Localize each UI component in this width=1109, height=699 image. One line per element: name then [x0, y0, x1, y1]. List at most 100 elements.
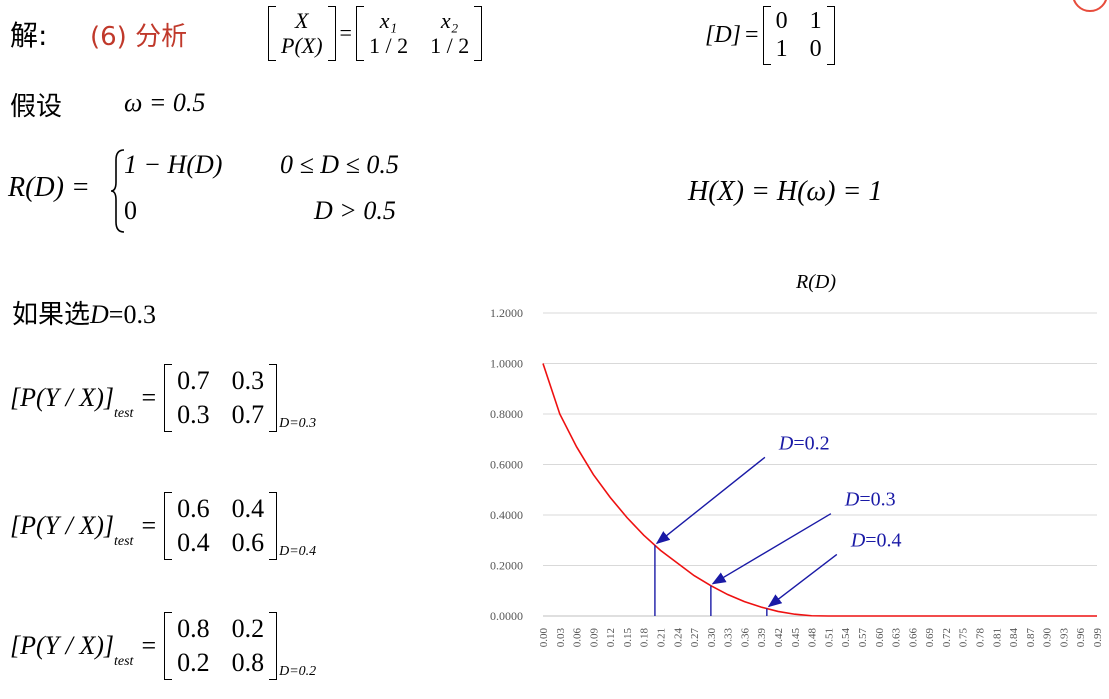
x-tick-label: 0.27	[689, 628, 701, 648]
x-tick-label: 0.99	[1092, 628, 1104, 648]
rate-distortion-chart: R(D) 1.2000 1.0000 0.8000 0.6000 0.4000 0.2000…	[490, 271, 1104, 648]
source-rhs-matrix: x₁ x₂ 1 / 2 1 / 2	[355, 6, 483, 61]
test-cell: 0.7	[231, 399, 265, 429]
test-cell: 0.6	[177, 494, 210, 523]
distortion-cell: 0	[775, 8, 788, 34]
test-cell: 0.4	[231, 494, 265, 523]
x-tick-label: 0.06	[572, 628, 584, 648]
x-tick-label: 0.57	[857, 628, 869, 648]
x-tick-label: 0.24	[672, 628, 684, 648]
cases-brace	[110, 149, 125, 233]
x-tick-label: 0.84	[1008, 628, 1020, 648]
x-tick-label: 0.87	[1025, 628, 1037, 648]
x-tick-label: 0.45	[790, 628, 802, 648]
x-tick-label: 0.78	[974, 628, 986, 648]
annotation-arrow	[711, 513, 832, 585]
rate-function: R(D) = 1 − H(D) 0 ≤ D ≤ 0.5 0 D > 0.5	[8, 148, 428, 234]
annotation-label: D=0.4	[850, 529, 902, 551]
x-tick-label: 0.60	[874, 628, 886, 648]
test-lhs: [P(Y / X)]	[10, 630, 114, 660]
y-tick-label: 0.8000	[490, 407, 523, 421]
distortion-cell: 0	[809, 35, 822, 62]
test-channel-d02: [P(Y / X)] test = 0.8 0.2 0.2 0.8 D=0.2	[10, 612, 317, 680]
x-tick-label: 0.75	[958, 628, 970, 648]
x-tick-label: 0.93	[1058, 628, 1070, 648]
x-tick-label: 0.96	[1075, 628, 1087, 648]
test-matrix: 0.6 0.4 0.4 0.6	[164, 492, 278, 560]
test-channel-d03: [P(Y / X)] test = 0.7 0.3 0.3 0.7 D=0.3	[10, 364, 317, 432]
source-cell: x₂	[440, 8, 459, 33]
x-tick-label: 0.51	[823, 628, 835, 647]
x-tick-label: 0.18	[639, 628, 651, 648]
rate-lhs: R(D) =	[8, 172, 90, 203]
x-tick-label: 0.21	[656, 628, 668, 647]
x-tick-label: 0.30	[706, 628, 718, 648]
y-tick-label: 0.4000	[490, 508, 523, 522]
source-lhs-top: X	[295, 8, 309, 33]
choice-line: 如果选D=0.3	[12, 294, 156, 331]
test-cell: 0.8	[231, 647, 265, 677]
choice-prefix: 如果选	[12, 300, 91, 330]
test-sub: test	[114, 653, 134, 669]
x-tick-label: 0.33	[723, 628, 735, 648]
source-lhs-matrix: X P(X)	[268, 6, 336, 61]
test-cell: 0.6	[231, 527, 265, 557]
test-cell: 0.3	[231, 366, 265, 395]
source-cell: 1 / 2	[368, 33, 409, 59]
test-lhs: [P(Y / X)]	[10, 510, 114, 540]
test-cell: 0.8	[177, 614, 210, 643]
test-cell: 0.2	[231, 614, 265, 643]
case1-condition: 0 ≤ D ≤ 0.5	[280, 150, 399, 179]
test-matrix: 0.8 0.2 0.2 0.8	[164, 612, 278, 680]
y-tick-label: 1.2000	[490, 306, 523, 320]
x-tick-label: 0.39	[756, 628, 768, 648]
source-distribution: X P(X) = x₁ x₂ 1 / 2 1 / 2	[268, 6, 483, 61]
chart-title: R(D)	[795, 271, 836, 293]
x-tick-label: 0.63	[891, 628, 903, 648]
test-channel-d04: [P(Y / X)] test = 0.6 0.4 0.4 0.6 D=0.4	[10, 492, 317, 560]
annotation-arrow	[767, 553, 838, 608]
test-sub: test	[114, 533, 134, 549]
source-cell: x₁	[379, 8, 398, 33]
annotation-arrow	[655, 456, 766, 545]
x-tick-label: 0.36	[739, 628, 751, 648]
part-label: (6) 分析	[90, 22, 188, 52]
x-tick-label: 0.00	[538, 628, 550, 648]
x-tick-label: 0.09	[588, 628, 600, 648]
test-cell: 0.2	[177, 647, 210, 677]
x-tick-label: 0.12	[605, 628, 617, 647]
x-tick-label: 0.66	[907, 628, 919, 648]
y-tick-label: 0.0000	[490, 609, 523, 623]
test-subscript: D=0.4	[279, 543, 317, 559]
x-tick-label: 0.90	[1042, 628, 1054, 648]
distortion-cell: 1	[809, 8, 822, 34]
test-cell: 0.3	[177, 399, 210, 429]
test-subscript: D=0.2	[279, 663, 317, 679]
series-line	[542, 363, 1097, 617]
test-lhs: [P(Y / X)]	[10, 382, 114, 412]
source-cell: 1 / 2	[430, 33, 470, 59]
choice-suffix: =0.3	[108, 300, 156, 329]
solution-label: 解:	[10, 19, 48, 52]
distortion-cell: 1	[775, 35, 788, 62]
x-tick-label: 0.03	[555, 628, 567, 648]
test-cell: 0.4	[177, 527, 210, 557]
y-tick-label: 0.6000	[490, 458, 523, 472]
test-subscript: D=0.3	[279, 415, 317, 431]
corner-circle-fragment	[1072, 0, 1108, 12]
test-matrix: 0.7 0.3 0.3 0.7	[164, 364, 278, 432]
choice-var: D	[90, 300, 109, 329]
case1-expr: 1 − H(D)	[124, 150, 223, 179]
test-sub: test	[114, 405, 134, 421]
annotation-label: D=0.2	[778, 432, 830, 454]
x-tick-label: 0.69	[924, 628, 936, 648]
annotation-label: D=0.3	[844, 489, 896, 511]
distortion-rhs-matrix: 0 1 1 0	[762, 6, 835, 66]
distortion-label: [D]	[705, 22, 742, 49]
x-tick-label: 0.54	[840, 628, 852, 648]
case2-expr: 0	[124, 196, 137, 225]
case2-condition: D > 0.5	[314, 196, 396, 225]
y-tick-label: 1.0000	[490, 357, 523, 371]
assumption-expr: ω = 0.5	[124, 88, 206, 117]
entropy-expr: H(X) = H(ω) = 1	[688, 176, 883, 207]
